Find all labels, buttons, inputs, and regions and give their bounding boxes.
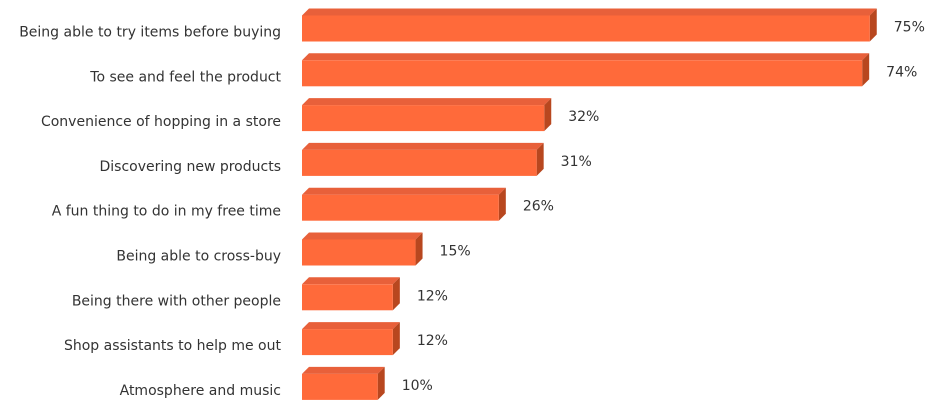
bar-top	[302, 142, 544, 150]
bar	[302, 329, 393, 356]
bar-top	[302, 322, 400, 330]
value-label: 15%	[440, 244, 471, 260]
category-label: Atmosphere and music	[120, 383, 281, 399]
bar-side	[377, 366, 385, 400]
bar-top	[302, 232, 423, 240]
bar	[302, 373, 378, 400]
bar-side	[498, 187, 506, 221]
bar-side	[536, 142, 544, 176]
bar-top	[302, 187, 506, 195]
bar	[302, 194, 499, 221]
bar	[302, 239, 416, 266]
category-label: Convenience of hopping in a store	[41, 114, 281, 130]
category-label: Being there with other people	[72, 293, 281, 309]
bar	[302, 105, 545, 132]
category-label: Discovering new products	[99, 159, 281, 175]
bar-side	[392, 277, 400, 311]
category-label: To see and feel the product	[89, 69, 281, 85]
bar-side	[544, 98, 552, 132]
category-label: Shop assistants to help me out	[64, 338, 282, 354]
bar	[302, 60, 863, 87]
value-label: 31%	[561, 154, 592, 170]
bar	[302, 15, 870, 42]
bar	[302, 149, 537, 176]
value-label: 12%	[417, 333, 448, 349]
bar-top	[302, 366, 385, 374]
category-label: Being able to cross-buy	[116, 249, 281, 265]
value-label: 75%	[894, 20, 925, 36]
bar	[302, 284, 393, 311]
bar-side	[862, 53, 870, 87]
value-label: 74%	[886, 64, 917, 80]
value-label: 10%	[402, 378, 433, 394]
category-label: Being able to try items before buying	[19, 25, 281, 41]
value-label: 26%	[523, 199, 554, 215]
category-label: A fun thing to do in my free time	[52, 204, 281, 220]
bar-side	[869, 8, 877, 42]
bar-top	[302, 98, 552, 106]
bar-side	[392, 322, 400, 356]
bar-top	[302, 53, 870, 61]
bar-top	[302, 277, 400, 285]
value-label: 12%	[417, 288, 448, 304]
bar-side	[415, 232, 423, 266]
value-label: 32%	[568, 109, 599, 125]
bar-top	[302, 8, 877, 16]
